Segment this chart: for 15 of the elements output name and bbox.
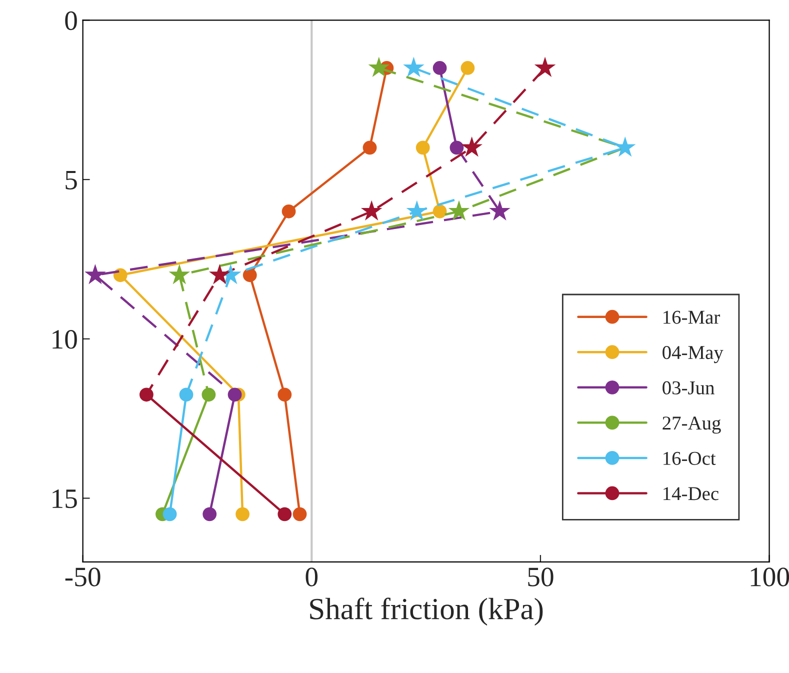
x-tick-label: 0 (306, 568, 318, 586)
legend-label: 16-Oct (664, 452, 716, 465)
x-tick-label: 50 (528, 568, 554, 586)
x-tick-label: -50 (65, 568, 100, 586)
legend-label: 03-Jun (662, 381, 714, 394)
legend-label: 16-Mar (664, 310, 720, 324)
x-tick-label: 100 (750, 568, 789, 586)
y-tick-label: 10 (52, 330, 77, 349)
x-axis-title: Shaft friction (kPa) (310, 598, 543, 626)
legend-label: 04-May (662, 346, 724, 364)
y-tick-label: 0 (65, 11, 77, 30)
legend-label: 14-Dec (664, 487, 718, 500)
y-tick-label: 5 (66, 170, 77, 190)
legend-label: 27-Aug (662, 416, 721, 434)
y-tick-label: 15 (52, 490, 77, 508)
